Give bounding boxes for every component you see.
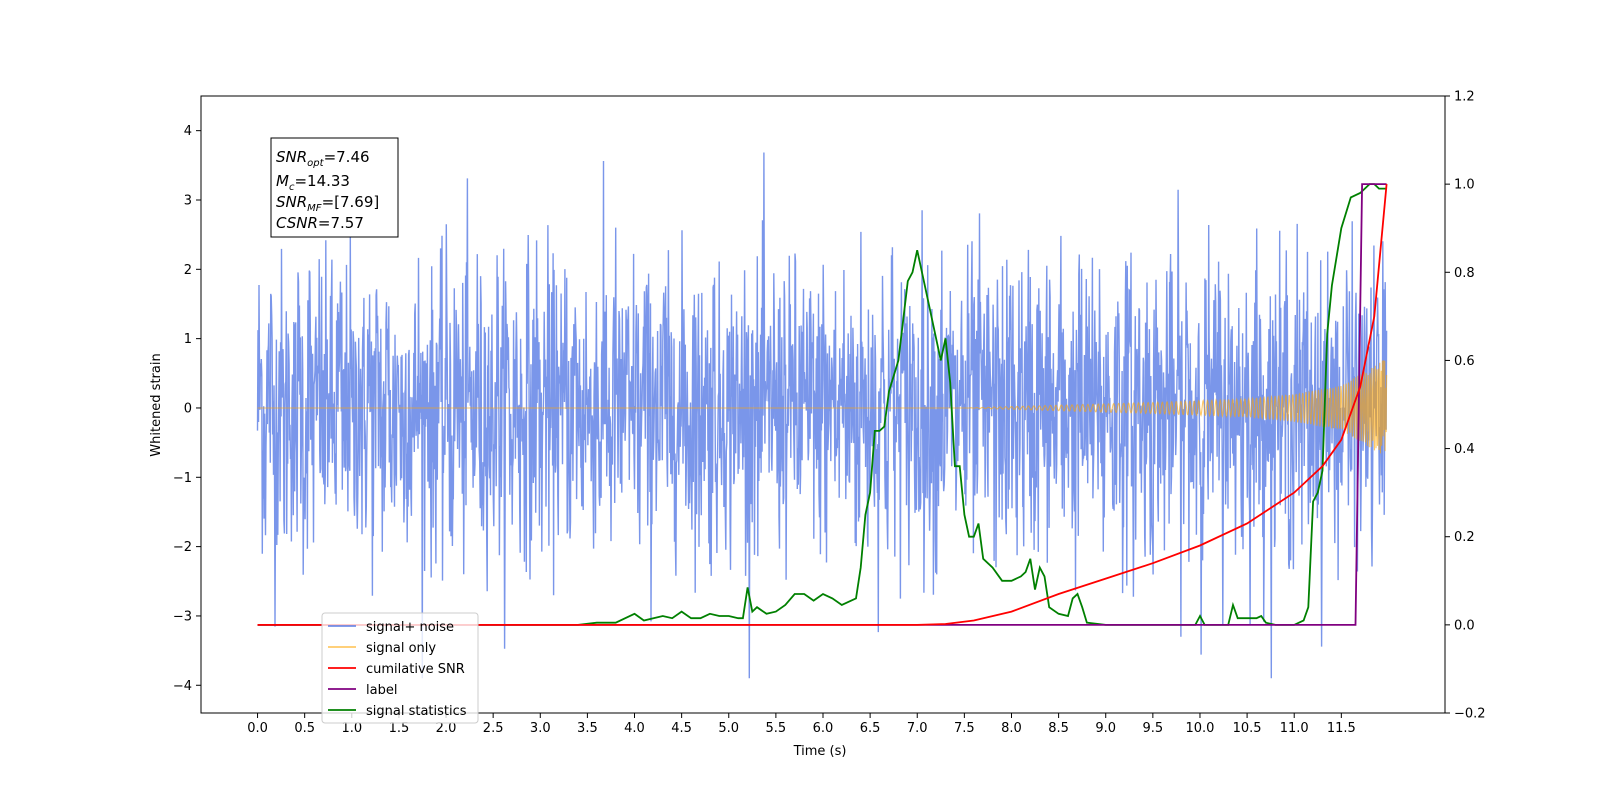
series-line-signal-noise [256,152,1388,679]
y-tick-label: −4 [173,679,192,694]
x-tick-label: 7.0 [907,721,928,736]
legend-label: cumilative SNR [366,662,465,677]
annotation-snr-mf: SNRMF=[7.69] [276,193,379,214]
x-tick-label: 3.0 [530,721,551,736]
x-tick-label: 11.5 [1327,721,1356,736]
y-right-tick-label: 1.0 [1454,178,1475,193]
legend: signal+ noise signal only cumilative SNR la… [321,612,479,724]
legend-label: label [366,683,397,698]
x-tick-label: 10.5 [1233,721,1262,736]
y-right-tick-label: 1.2 [1454,90,1475,105]
x-tick-label: 1.5 [389,721,410,736]
x-tick-label: 7.5 [954,721,975,736]
y-tick-label: 2 [184,263,192,278]
x-tick-label: 5.5 [766,721,787,736]
y-tick-label: −1 [173,471,192,486]
x-tick-label: 0.0 [247,721,268,736]
legend-label: signal statistics [366,704,467,719]
x-tick-label: 10.0 [1185,721,1214,736]
y-tick-label: 4 [184,124,192,139]
x-tick-label: 2.0 [436,721,457,736]
y-right-tick-label: 0.8 [1454,266,1475,281]
x-axis-label: Time (s) [793,744,847,759]
x-tick-label: 3.5 [577,721,598,736]
y-right-tick-label: 0.6 [1454,354,1475,369]
series-signal-only [257,360,1388,454]
series-signal-noise [256,152,1388,679]
y-tick-label: −2 [173,540,192,555]
y-tick-label: 3 [184,193,192,208]
series-line-signal-statistics [257,183,1387,626]
x-tick-label: 6.0 [813,721,834,736]
x-tick-label: 9.5 [1143,721,1164,736]
x-tick-label: 6.5 [860,721,881,736]
y-right-tick-label: 0.0 [1454,618,1475,633]
x-tick-label: 0.5 [294,721,315,736]
y-right-tick-label: 0.2 [1454,530,1475,545]
y-right-tick-label: 0.4 [1454,442,1475,457]
annotation-snr-opt: SNRopt=7.46 [276,148,370,169]
x-ticks: 0.0 0.5 1.0 1.5 2.0 2.5 3.0 3.5 4.0 4.5 5.0 5.5 6.0 6… [247,713,1356,736]
legend-label: signal+ noise [366,620,454,635]
annotation-mc: Mc=14.33 [276,172,350,193]
x-tick-label: 5.0 [718,721,739,736]
series-cumulative-snr [257,184,1388,626]
x-tick-label: 4.0 [624,721,645,736]
y-axis-label: Whitened strain [149,353,164,456]
y-tick-label: 0 [184,401,192,416]
series-line-signal-only [257,360,1388,454]
x-tick-label: 4.5 [671,721,692,736]
y-ticks-right: 1.2 1.0 0.8 0.6 0.4 0.2 0.0 −0.2 [1445,90,1486,722]
y-tick-label: −3 [173,609,192,624]
annotation-csnr: CSNR=7.57 [276,214,364,232]
y-tick-label: 1 [184,332,192,347]
legend-label: signal only [366,641,436,656]
x-tick-label: 8.0 [1001,721,1022,736]
x-tick-label: 2.5 [483,721,504,736]
y-ticks-left: 4 3 2 1 0 −1 −2 −3 −4 [173,124,201,694]
x-tick-label: 9.0 [1095,721,1116,736]
x-tick-label: 11.0 [1280,721,1309,736]
series-signal-statistics [257,183,1387,626]
x-tick-label: 1.0 [341,721,362,736]
x-tick-label: 8.5 [1048,721,1069,736]
annotation-box: SNRopt=7.46 Mc=14.33 SNRMF=[7.69] CSNR=7… [270,137,399,238]
y-right-tick-label: −0.2 [1454,707,1486,722]
series-line-cumulative-snr [257,184,1388,626]
